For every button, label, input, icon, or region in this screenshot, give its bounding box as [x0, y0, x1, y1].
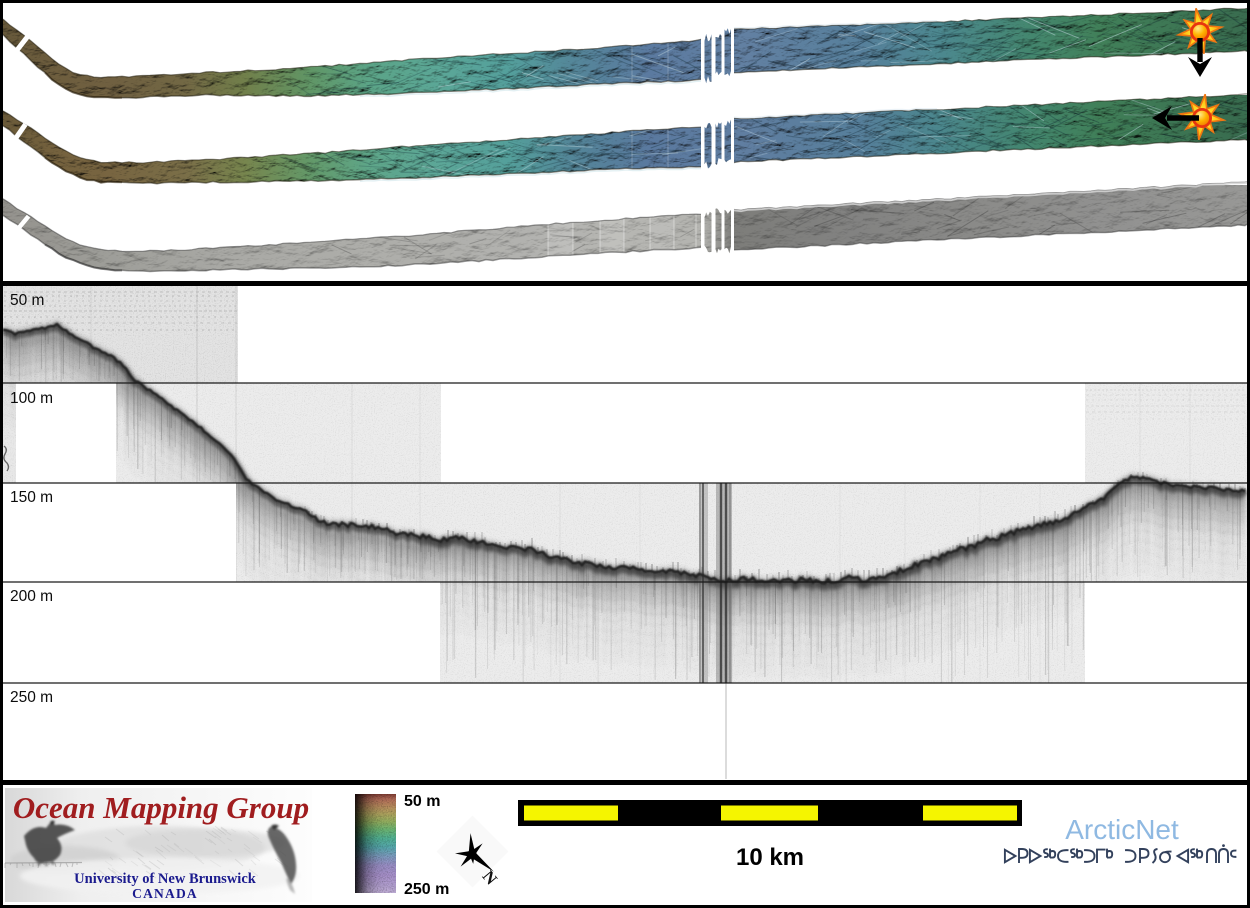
svg-text:10 km: 10 km — [736, 844, 804, 871]
svg-text:100 m: 100 m — [10, 390, 53, 407]
svg-text:250 m: 250 m — [10, 689, 53, 706]
svg-text:University of New Brunswick: University of New Brunswick — [74, 871, 257, 887]
svg-text:Ocean Mapping Group: Ocean Mapping Group — [13, 790, 309, 825]
svg-text:250 m: 250 m — [404, 881, 449, 898]
svg-text:150 m: 150 m — [10, 489, 53, 506]
svg-text:200 m: 200 m — [10, 588, 53, 605]
svg-text:50 m: 50 m — [404, 793, 440, 810]
svg-text:50 m: 50 m — [10, 292, 44, 309]
svg-text:ArcticNet: ArcticNet — [1065, 814, 1179, 845]
svg-text:CANADA: CANADA — [132, 886, 198, 901]
